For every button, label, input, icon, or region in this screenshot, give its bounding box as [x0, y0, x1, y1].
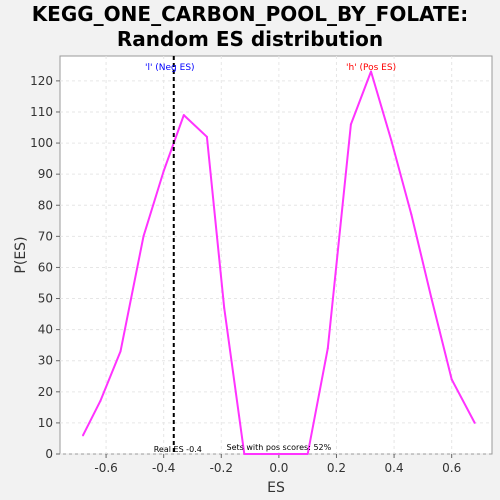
- data-point: [82, 434, 85, 437]
- y-tick-label: 60: [38, 260, 53, 274]
- pos-scores-note: Sets with pos scores: 52%: [227, 443, 332, 452]
- y-tick-label: 100: [30, 136, 53, 150]
- chart-title-line2: Random ES distribution: [116, 27, 384, 51]
- y-tick-label: 10: [38, 416, 53, 430]
- annotations: 'l' (Neg ES) 'h' (Pos ES) Real ES -0.4 S…: [145, 63, 396, 454]
- data-point: [349, 123, 352, 126]
- y-tick-label: 20: [38, 385, 53, 399]
- y-tick-label: 120: [30, 74, 53, 88]
- data-point: [326, 347, 329, 350]
- y-tick-label: 90: [38, 167, 53, 181]
- x-axis-label: ES: [267, 480, 285, 496]
- data-point: [390, 138, 393, 141]
- x-tick-label: -0.2: [210, 461, 233, 475]
- real-es-label: Real ES -0.4: [154, 445, 202, 454]
- data-point: [410, 213, 413, 216]
- y-axis-label: P(ES): [13, 236, 29, 273]
- axes: 0 10 20 30 40 50 60 70 80 90 100 110 120 -0.6 -0.4 -0.2…: [30, 74, 461, 475]
- chart-title: KEGG_ONE_CARBON_POOL_BY_FOLATE: Random E…: [0, 2, 500, 52]
- x-tick-label: 0.6: [442, 461, 461, 475]
- data-point: [205, 135, 208, 138]
- y-tick-label: 110: [30, 105, 53, 119]
- y-tick-label: 0: [45, 447, 53, 461]
- neg-es-label: 'l' (Neg ES): [145, 63, 195, 73]
- x-tick-label: -0.4: [152, 461, 175, 475]
- data-point: [182, 114, 185, 117]
- plot-area: [59, 55, 493, 455]
- data-point: [260, 453, 263, 455]
- data-point: [450, 378, 453, 381]
- data-point: [370, 70, 373, 73]
- y-tick-label: 30: [38, 354, 53, 368]
- y-tick-label: 40: [38, 323, 53, 337]
- data-point: [430, 297, 433, 300]
- chart-title-line1: KEGG_ONE_CARBON_POOL_BY_FOLATE:: [31, 2, 469, 26]
- x-tick-label: 0.2: [327, 461, 346, 475]
- pos-es-label: 'h' (Pos ES): [346, 63, 396, 73]
- x-tick-label: 0.0: [269, 461, 288, 475]
- series-layer: [82, 56, 476, 455]
- data-point: [142, 235, 145, 238]
- y-tick-label: 70: [38, 229, 53, 243]
- data-point: [162, 170, 165, 173]
- y-tick-label: 50: [38, 292, 53, 306]
- data-point: [119, 350, 122, 353]
- data-point: [223, 306, 226, 309]
- y-tick-label: 80: [38, 198, 53, 212]
- data-point: [306, 453, 309, 455]
- data-point: [243, 453, 246, 455]
- x-tick-label: 0.4: [385, 461, 404, 475]
- data-point: [473, 421, 476, 424]
- x-tick-label: -0.6: [94, 461, 117, 475]
- data-point: [99, 400, 102, 403]
